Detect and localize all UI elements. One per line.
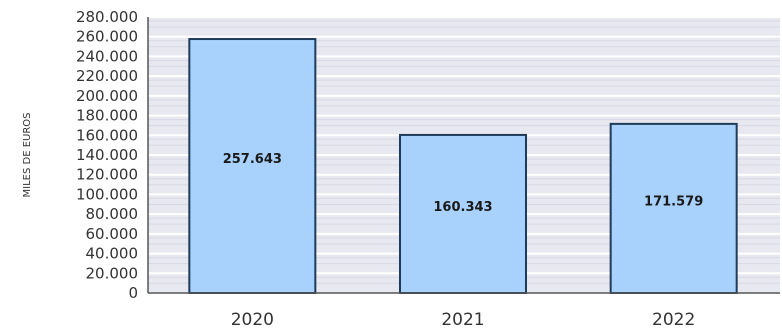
data-label-2021: 160.343	[433, 200, 492, 215]
y-tick-label: 40.000	[86, 245, 139, 263]
y-tick-label: 180.000	[76, 107, 138, 125]
y-tick-label: 240.000	[76, 47, 138, 65]
x-tick-label-2022: 2022	[652, 310, 695, 330]
bar-2020	[188, 38, 317, 294]
y-tick-label: 160.000	[76, 126, 138, 144]
data-label-2020: 257.643	[223, 152, 282, 167]
y-tick-label: 220.000	[76, 67, 138, 85]
x-tick-label-2021: 2021	[441, 310, 484, 330]
bar-2022	[609, 122, 738, 294]
data-labels: 257.643 160.343 171.579	[223, 152, 704, 215]
bar-2021	[399, 133, 527, 294]
y-tick-label: 200.000	[76, 87, 138, 105]
y-tick-label: 20.000	[86, 264, 139, 282]
x-tick-label-2020: 2020	[231, 310, 274, 330]
x-tick-labels: 2020 2021 2022	[231, 310, 696, 330]
y-tick-label: 260.000	[76, 28, 138, 46]
bars	[188, 38, 738, 294]
y-tick-label: 140.000	[76, 146, 138, 164]
y-tick-label: 0	[128, 284, 138, 302]
y-axis-label: MILES DE EUROS	[22, 113, 33, 198]
y-tick-label: 80.000	[86, 205, 139, 223]
y-tick-label: 120.000	[76, 166, 138, 184]
y-tick-label: 280.000	[76, 8, 138, 26]
y-tick-label: 100.000	[76, 185, 138, 203]
y-tick-label: 60.000	[86, 225, 139, 243]
data-label-2022: 171.579	[644, 194, 703, 209]
